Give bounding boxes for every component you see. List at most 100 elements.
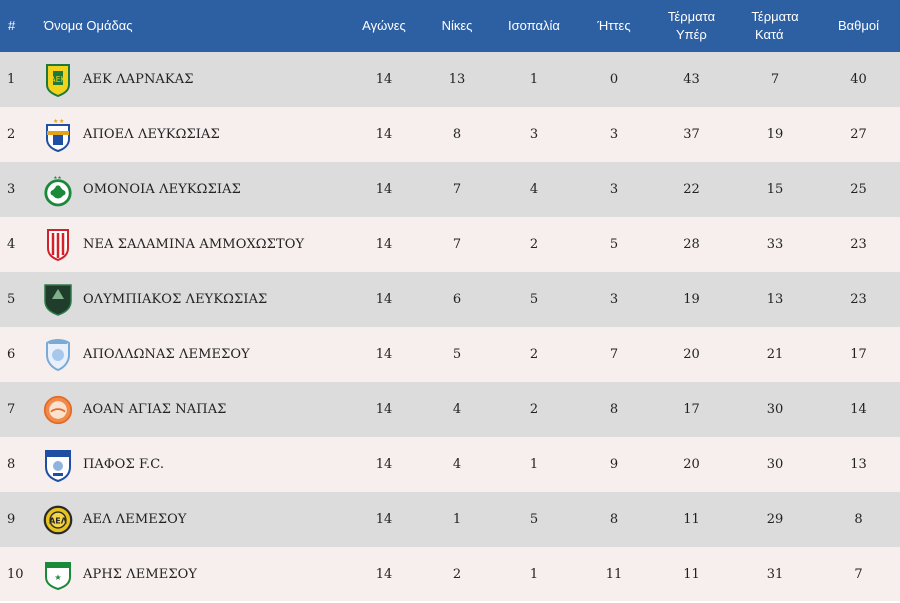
team-cell: ΑΠΟΛΛΩΝΑΣ ΛΕΜΕΣΟΥ (40, 327, 344, 382)
rank-cell: 7 (7, 402, 16, 417)
losses-cell: 3 (609, 292, 619, 307)
rank-cell: 6 (7, 347, 16, 362)
apoel-crest-icon: ★ ★ (43, 117, 73, 153)
points-cell: 23 (850, 237, 867, 252)
header-goals-for-line2: Υπέρ (676, 27, 707, 42)
played-cell: 14 (375, 566, 393, 582)
header-played: Αγώνες (362, 18, 406, 33)
goals-against-cell: 30 (766, 402, 784, 417)
draws-cell: 1 (529, 72, 539, 87)
wins-cell: 8 (452, 127, 462, 142)
wins-cell: 4 (452, 457, 462, 472)
goals-against-cell: 33 (766, 237, 784, 252)
rank-cell: 10 (7, 566, 24, 582)
goals-for-cell: 37 (683, 127, 700, 142)
aek-larnaca-crest-icon: AEK (43, 62, 73, 98)
wins-cell: 5 (452, 347, 462, 362)
losses-cell: 8 (609, 512, 619, 527)
svg-text:★: ★ (53, 118, 58, 125)
team-name: ΑΠΟΕΛ ΛΕΥΚΩΣΙΑΣ (83, 127, 220, 142)
header-wins: Νίκες (441, 18, 473, 33)
goals-for-cell: 19 (683, 292, 700, 307)
goals-for-cell: 22 (683, 182, 700, 197)
team-name: ΑΟΑΝ ΑΓΙΑΣ ΝΑΠΑΣ (83, 402, 227, 417)
draws-cell: 5 (529, 512, 539, 527)
draws-cell: 5 (529, 292, 539, 307)
table-row: 6 ΑΠΟΛΛΩΝΑΣ ΛΕΜΕΣΟΥ 14 5 2 7 20 21 17 (0, 327, 900, 382)
wins-cell: 7 (452, 182, 462, 197)
wins-cell: 2 (452, 566, 462, 582)
goals-against-cell: 31 (766, 566, 784, 582)
aris-crest-icon: ★ (43, 556, 73, 592)
goals-against-cell: 21 (766, 347, 784, 362)
points-cell: 17 (850, 347, 867, 362)
team-name: ΝΕΑ ΣΑΛΑΜΙΝΑ ΑΜΜΟΧΩΣΤΟΥ (83, 237, 305, 252)
goals-for-cell: 11 (683, 566, 700, 582)
table-row: 5 ΟΛΥΜΠΙΑΚΟΣ ΛΕΥΚΩΣΙΑΣ 14 6 5 3 19 13 23 (0, 272, 900, 327)
table-row: 3 ★★ ΟΜΟΝΟΙΑ ΛΕΥΚΩΣΙΑΣ 14 7 4 3 22 15 25 (0, 162, 900, 217)
draws-cell: 1 (529, 566, 539, 582)
table-row: 9 ΑΕΛ ΑΕΛ ΛΕΜΕΣΟΥ 14 1 5 8 11 29 8 (0, 492, 900, 547)
svg-text:ΑΕΛ: ΑΕΛ (49, 516, 68, 525)
ael-crest-icon: ΑΕΛ (43, 502, 73, 538)
losses-cell: 11 (605, 566, 623, 582)
points-cell: 25 (850, 182, 867, 197)
header-goals-against-line1: Τέρματα (751, 9, 799, 24)
team-name: ΠΑΦΟΣ F.C. (83, 457, 165, 472)
team-cell: ΠΑΦΟΣ F.C. (40, 437, 344, 492)
header-team-name: Όνομα Ομάδας (44, 18, 133, 33)
pafos-crest-icon (43, 447, 73, 483)
goals-against-cell: 30 (766, 457, 784, 472)
table-row: 8 ΠΑΦΟΣ F.C. 14 4 1 9 20 30 13 (0, 437, 900, 492)
table-row: 7 ΑΟΑΝ ΑΓΙΑΣ ΝΑΠΑΣ 14 4 2 8 17 30 14 (0, 382, 900, 437)
points-cell: 40 (850, 72, 867, 87)
draws-cell: 2 (529, 402, 539, 417)
header-rank: # (8, 18, 16, 33)
team-cell: ΑΟΑΝ ΑΓΙΑΣ ΝΑΠΑΣ (40, 382, 344, 437)
rank-cell: 9 (7, 512, 16, 527)
header-draws: Ισοπαλία (508, 18, 560, 33)
team-name: ΟΛΥΜΠΙΑΚΟΣ ΛΕΥΚΩΣΙΑΣ (83, 292, 268, 307)
rank-cell: 8 (7, 457, 16, 472)
header-goals-for: Τέρματα Υπέρ (650, 0, 733, 52)
played-cell: 14 (375, 347, 393, 362)
goals-for-cell: 11 (683, 512, 700, 527)
goals-for-cell: 17 (683, 402, 700, 417)
goals-for-cell: 28 (683, 237, 700, 252)
losses-cell: 3 (609, 127, 619, 142)
apollon-crest-icon (43, 337, 73, 373)
team-name: ΑΠΟΛΛΩΝΑΣ ΛΕΜΕΣΟΥ (83, 347, 250, 362)
olympiakos-nicosia-crest-icon (43, 282, 73, 318)
aoan-crest-icon (43, 392, 73, 428)
losses-cell: 0 (609, 72, 619, 87)
wins-cell: 7 (452, 237, 462, 252)
svg-text:★: ★ (54, 573, 61, 582)
header-losses: Ήττες (597, 18, 631, 33)
goals-against-cell: 29 (766, 512, 784, 527)
wins-cell: 4 (452, 402, 462, 417)
team-name: ΑΕΚ ΛΑΡΝΑΚΑΣ (83, 72, 194, 87)
losses-cell: 3 (609, 182, 619, 197)
team-cell: ★★ ΟΜΟΝΟΙΑ ΛΕΥΚΩΣΙΑΣ (40, 162, 344, 217)
played-cell: 14 (375, 237, 393, 252)
points-cell: 13 (850, 457, 867, 472)
goals-against-cell: 7 (770, 72, 780, 87)
goals-for-cell: 43 (683, 72, 700, 87)
points-cell: 27 (850, 127, 867, 142)
table-row: 4 ΝΕΑ ΣΑΛΑΜΙΝΑ ΑΜΜΟΧΩΣΤΟΥ 14 7 2 5 28 33 23 (0, 217, 900, 272)
team-name: ΑΕΛ ΛΕΜΕΣΟΥ (83, 512, 187, 527)
losses-cell: 7 (609, 347, 619, 362)
draws-cell: 2 (529, 237, 539, 252)
team-name: ΟΜΟΝΟΙΑ ΛΕΥΚΩΣΙΑΣ (83, 182, 241, 197)
team-name: ΑΡΗΣ ΛΕΜΕΣΟΥ (83, 566, 198, 582)
rank-cell: 3 (7, 182, 16, 197)
points-cell: 23 (850, 292, 867, 307)
played-cell: 14 (375, 127, 393, 142)
svg-text:★★: ★★ (53, 174, 62, 180)
goals-for-cell: 20 (683, 457, 700, 472)
table-row: 1 AEK ΑΕΚ ΛΑΡΝΑΚΑΣ 14 13 1 0 43 7 40 (0, 52, 900, 107)
played-cell: 14 (375, 292, 393, 307)
draws-cell: 3 (529, 127, 539, 142)
wins-cell: 13 (448, 72, 466, 87)
